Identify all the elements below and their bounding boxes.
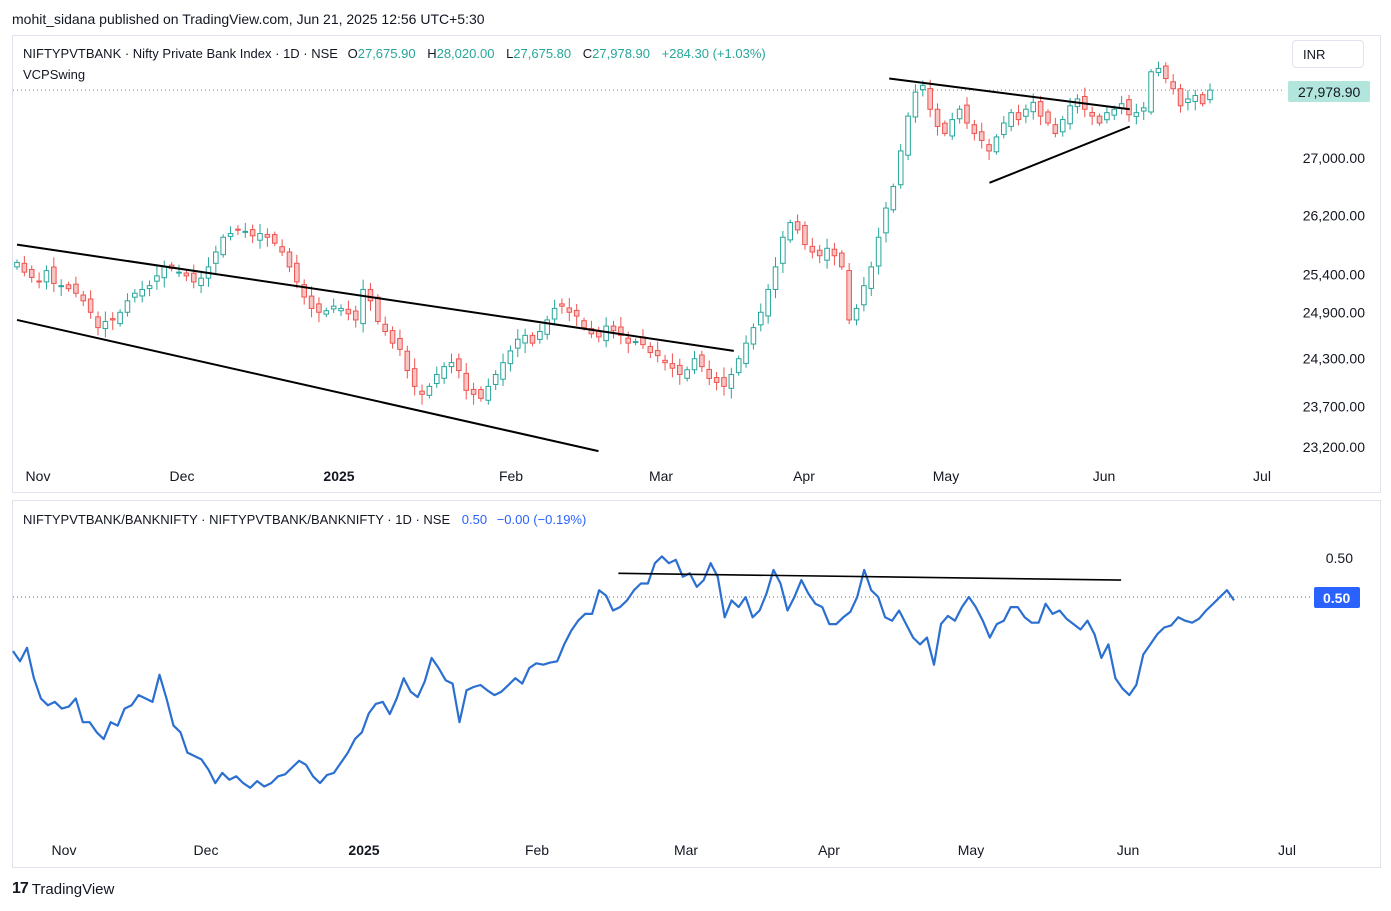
tradingview-logo-icon: 17	[12, 880, 29, 897]
high-label: H	[427, 46, 437, 61]
price-chart-panel[interactable]: NIFTYPVTBANK · Nifty Private Bank Index …	[12, 35, 1381, 493]
close-value: 27,978.90	[592, 46, 650, 61]
low-value: 27,675.80	[513, 46, 572, 61]
ratio-legend: NIFTYPVTBANK/BANKNIFTY · NIFTYPVTBANK/BA…	[23, 512, 586, 527]
footer-brand[interactable]: 17 TradingView	[12, 880, 114, 898]
tradingview-brand: TradingView	[31, 880, 115, 898]
ratio-value: 0.50	[461, 512, 488, 527]
open-value: 27,675.90	[357, 46, 416, 61]
price-legend: NIFTYPVTBANK · Nifty Private Bank Index …	[23, 46, 766, 61]
low-label: L	[506, 46, 514, 61]
indicator-label[interactable]: VCPSwing	[23, 67, 86, 82]
change-value: +284.30 (+1.03%)	[661, 46, 766, 61]
currency-unit-button[interactable]: INR	[1292, 40, 1364, 68]
ratio-chart-panel[interactable]: NIFTYPVTBANK/BANKNIFTY · NIFTYPVTBANK/BA…	[12, 500, 1381, 868]
ratio-symbol: NIFTYPVTBANK/BANKNIFTY · NIFTYPVTBANK/BA…	[23, 512, 451, 527]
publish-caption: mohit_sidana published on TradingView.co…	[12, 11, 485, 27]
close-label: C	[582, 46, 593, 61]
high-value: 28,020.00	[436, 46, 495, 61]
open-label: O	[347, 46, 358, 61]
price-symbol: NIFTYPVTBANK · Nifty Private Bank Index …	[23, 46, 338, 61]
ratio-change: −0.00 (−0.19%)	[496, 512, 587, 527]
